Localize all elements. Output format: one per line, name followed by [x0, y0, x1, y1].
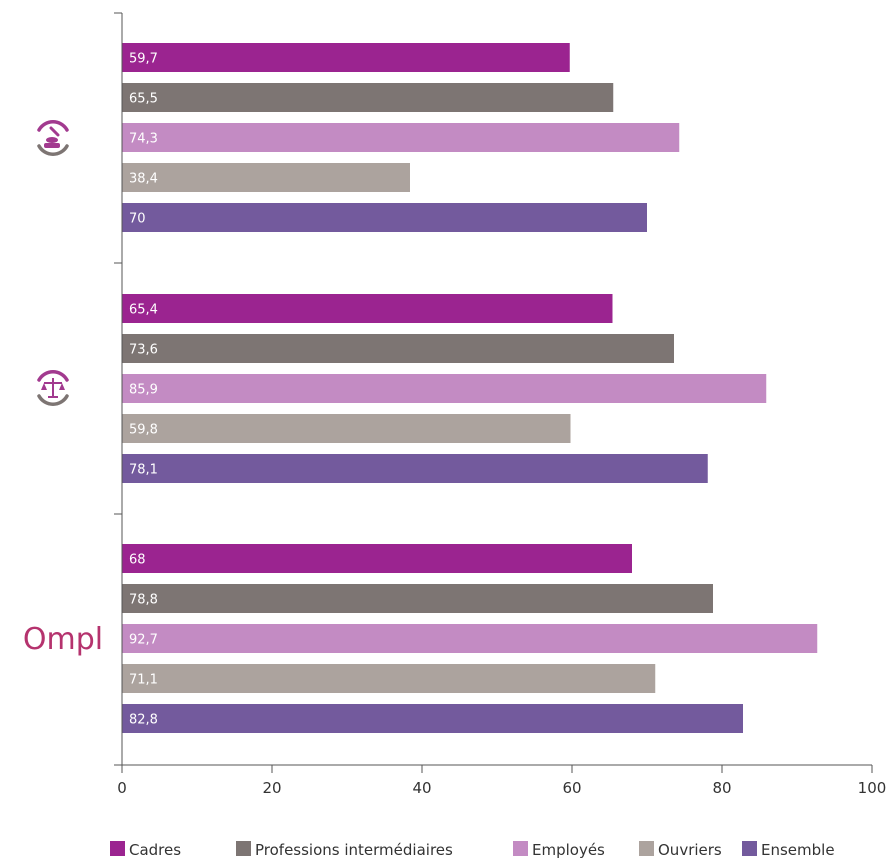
legend-swatch: [513, 841, 528, 856]
group-icons: Ompl: [23, 120, 103, 657]
scales-of-justice-icon: [37, 370, 69, 406]
bar-value-label: 82,8: [129, 713, 158, 728]
legend-item: Cadres: [110, 841, 181, 859]
bar: [122, 83, 614, 112]
bar: [122, 704, 743, 733]
bar: [122, 374, 767, 403]
legend-swatch: [639, 841, 654, 856]
bar: [122, 664, 656, 693]
ompl-logo: Ompl: [23, 622, 103, 657]
bar: [122, 414, 571, 443]
legend-swatch: [236, 841, 251, 856]
legend-item: Employés: [513, 841, 605, 859]
x-tick-label: 60: [562, 779, 581, 797]
bar-value-label: 70: [129, 212, 146, 227]
ompl-logo-text: Ompl: [23, 622, 103, 657]
bar-value-label: 59,7: [129, 52, 158, 67]
bar: [122, 203, 647, 232]
bar: [122, 43, 570, 72]
legend: Cadres Professions intermédiaires Employés…: [110, 841, 835, 859]
legend-label: Cadres: [129, 841, 181, 859]
bar: [122, 163, 410, 192]
bar-value-label: 85,9: [129, 383, 158, 398]
bar: [122, 334, 674, 363]
bar: [122, 294, 613, 323]
bar-value-label: 71,1: [129, 673, 158, 688]
bar-value-label: 65,4: [129, 303, 158, 318]
bar-value-label: 73,6: [129, 343, 158, 358]
bar-value-label: 74,3: [129, 132, 158, 147]
bar: [122, 544, 632, 573]
legend-label: Ensemble: [761, 841, 835, 859]
axes-layer: 0 20 40 60 80 100: [114, 12, 887, 797]
x-tick-label: 0: [117, 779, 127, 797]
legend-label: Ouvriers: [658, 841, 722, 859]
bar-value-label: 78,8: [129, 593, 158, 608]
legend-item: Ouvriers: [639, 841, 722, 859]
bar: [122, 624, 818, 653]
bar: [122, 123, 680, 152]
legend-label: Employés: [532, 841, 605, 859]
x-tick-label: 20: [262, 779, 281, 797]
x-tick-label: 100: [858, 779, 887, 797]
legend-swatch: [110, 841, 125, 856]
hand-brush-icon: [37, 120, 69, 156]
bar: [122, 454, 708, 483]
x-tick-label: 40: [412, 779, 431, 797]
legend-swatch: [742, 841, 757, 856]
bar-value-label: 92,7: [129, 633, 158, 648]
bar: [122, 584, 713, 613]
bar-value-label: 78,1: [129, 463, 158, 478]
bar-value-label: 65,5: [129, 92, 158, 107]
legend-item: Ensemble: [742, 841, 835, 859]
bar-value-label: 59,8: [129, 423, 158, 438]
legend-item: Professions intermédiaires: [236, 841, 453, 859]
x-tick-label: 80: [712, 779, 731, 797]
legend-label: Professions intermédiaires: [255, 841, 453, 859]
bar-value-label: 68: [129, 553, 146, 568]
bars-layer: 59,7 65,5 74,3 38,4 70 65,4 73,6 85,9 59,8 78,1 68…: [122, 43, 818, 733]
bar-value-label: 38,4: [129, 172, 158, 187]
